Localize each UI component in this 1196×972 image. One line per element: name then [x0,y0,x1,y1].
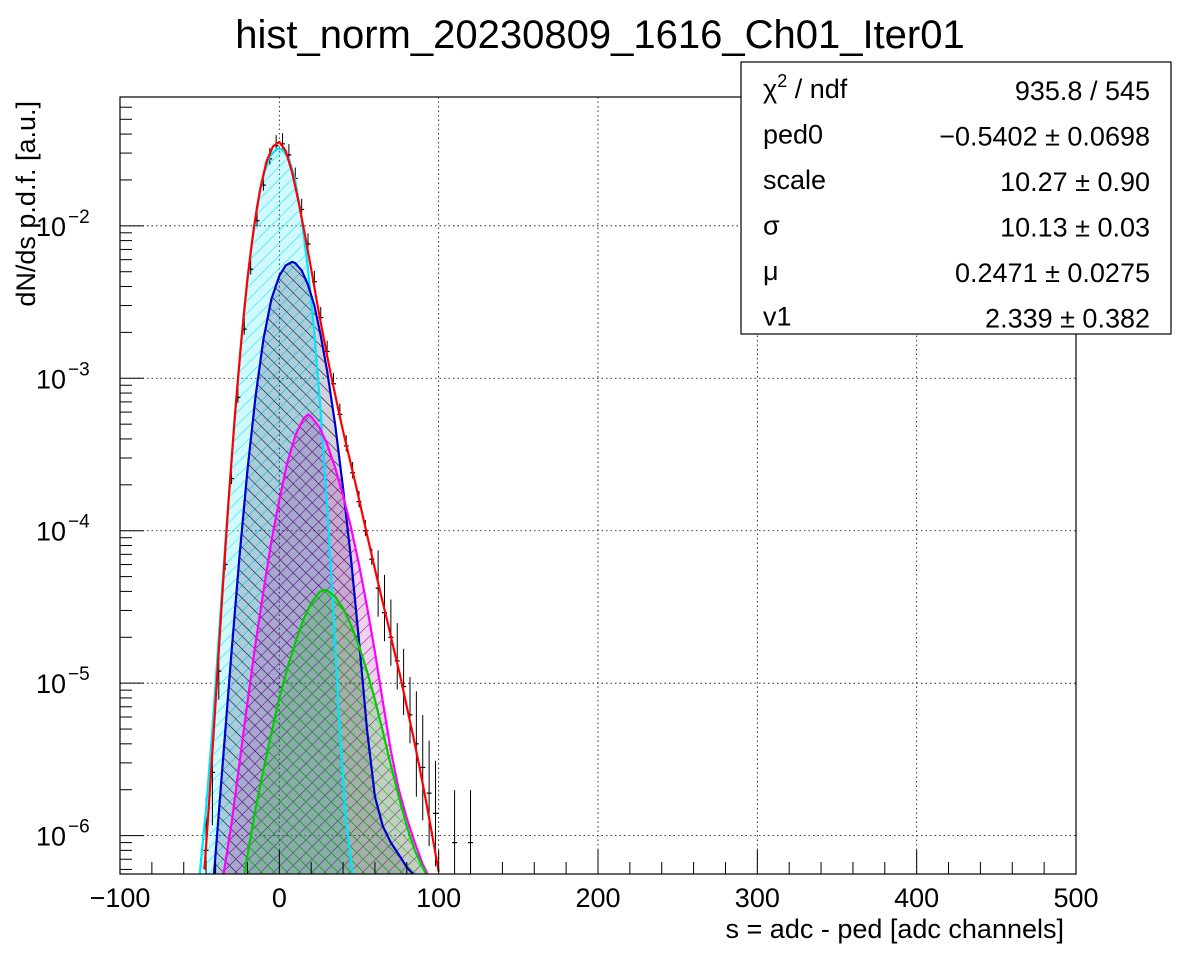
y-tick-base: 10 [36,669,66,699]
fit-curves [198,140,440,874]
stats-row: ped0 −0.5402 ± 0.0698 [763,120,1150,152]
y-tick-exponent: −2 [68,207,90,228]
stats-value: 2.339 ± 0.382 [985,304,1150,334]
stats-value: 10.13 ± 0.03 [1000,213,1150,243]
y-tick-exponent: −5 [68,664,90,685]
stats-value: 0.2471 ± 0.0275 [955,258,1150,288]
stats-label: ped0 [763,120,823,150]
y-tick-label: 10 −2 [36,207,90,242]
y-axis: 10−610−510−410−310−2 [36,96,144,870]
stats-row: χ2 / ndf 935.8 / 545 [763,71,1150,106]
curve-second-peak [222,413,429,874]
y-axis-title: dN/ds p.d.f. [a.u.] [11,101,41,307]
y-tick-base: 10 [36,822,66,852]
x-tick-label: 200 [575,883,620,913]
stats-label: σ [763,211,780,241]
y-tick-label: 10 −3 [36,359,90,394]
stats-row: σ 10.13 ± 0.03 [763,211,1150,243]
y-tick-exponent: −6 [68,817,90,838]
y-tick-exponent: −3 [68,359,90,380]
chart-title: hist_norm_20230809_1616_Ch01_Iter01 [235,13,964,57]
stats-row: μ 0.2471 ± 0.0275 [763,256,1150,288]
curve-third-peak [243,588,427,874]
y-tick-exponent: −4 [68,512,90,533]
stats-label: χ2 / ndf [763,71,848,104]
stats-value: 10.27 ± 0.90 [1000,167,1150,197]
x-axis: −100 0 100 200 300 400 500 [90,850,1099,913]
x-tick-label: 500 [1053,883,1098,913]
x-tick-label: 100 [416,883,461,913]
y-tick-base: 10 [36,364,66,394]
stats-label: μ [763,256,779,286]
x-tick-label: −100 [90,883,151,913]
stats-label: v1 [763,302,792,332]
x-tick-label: 400 [894,883,939,913]
y-tick-base: 10 [36,517,66,547]
stats-box: χ2 / ndf 935.8 / 545 ped0 −0.5402 ± 0.0698 s… [740,61,1172,335]
stats-label: scale [763,165,826,195]
x-tick-label: 0 [272,883,287,913]
stats-row: v1 2.339 ± 0.382 [763,302,1150,334]
y-tick-label: 10 −4 [36,512,90,547]
stats-value: −0.5402 ± 0.0698 [939,122,1150,152]
stats-row: scale 10.27 ± 0.90 [763,165,1150,197]
stats-value: 935.8 / 545 [1015,76,1150,106]
y-tick-label: 10 −6 [36,817,90,852]
grid [120,97,1076,874]
curve-first-peak [212,260,414,874]
y-tick-label: 10 −5 [36,664,90,699]
curve-total [203,140,440,872]
x-axis-title: s = adc - ped [adc channels] [726,914,1064,944]
y-tick-base: 10 [36,212,66,242]
stats-box-frame [740,61,1172,335]
x-tick-label: 300 [735,883,780,913]
